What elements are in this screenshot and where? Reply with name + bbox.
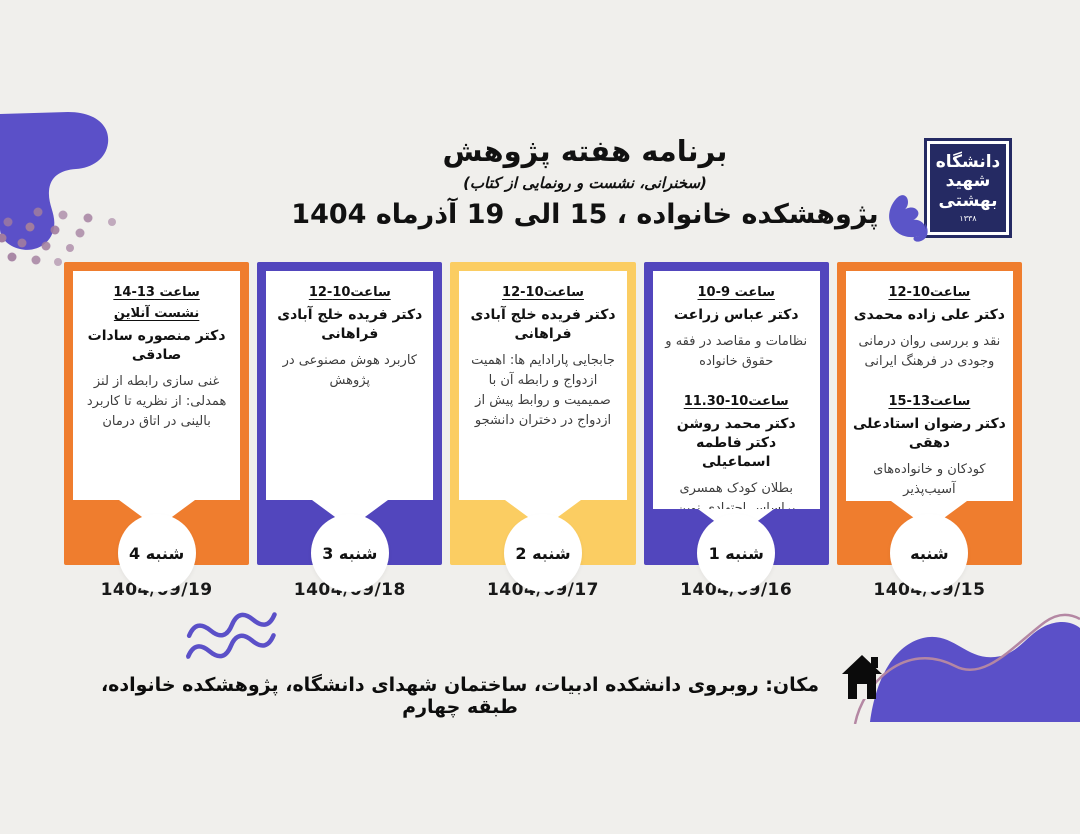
- poster-header: برنامه هفته پژوهش (سخنرانی، نشست و رونما…: [90, 134, 1080, 230]
- university-seal: دانشگاه شهید بهشتی ۱۳۳۸: [930, 144, 1006, 232]
- schedule-card-1404/09/15: ساعت10-12 دکتر علی زاده محمدی نقد و بررسی …: [836, 262, 1022, 600]
- session-mode: نشست آنلاین: [113, 306, 200, 321]
- location-text: مکان: روبروی دانشکده ادبیات، ساختمان شهد…: [100, 674, 820, 718]
- session-time: ساعت10-12: [888, 285, 971, 300]
- session: ساعت10-11.30 دکتر محمد روشن دکتر فاطمه اسم…: [660, 394, 813, 509]
- session: ساعت10-12 دکتر فریده خلج آبادی فراهانی کار…: [273, 285, 426, 391]
- session-topic: کودکان و خانواده‌های آسیب‌پذیر: [873, 461, 986, 498]
- day-label: 1 شنبه: [708, 543, 764, 563]
- session-topic: نظامات و مقاصد در فقه و حقوق خانواده: [665, 333, 808, 370]
- session-topic: غنی سازی رابطه از لنز همدلی: از نظریه تا…: [86, 373, 227, 430]
- wave-shape: [853, 613, 1080, 724]
- card-body: ساعت10-12 دکتر فریده خلج آبادی فراهانی کار…: [266, 271, 433, 500]
- university-logo: دانشگاه شهید بهشتی ۱۳۳۸: [924, 138, 1012, 238]
- session-time: ساعت 13-14: [113, 285, 200, 300]
- session: ساعت10-12 دکتر فریده خلج آبادی فراهانی جاب…: [466, 285, 619, 431]
- session: ساعت 9-10 دکتر عباس زراعت نظامات و مقاصد د…: [660, 285, 813, 372]
- day-label: 4 شنبه: [128, 543, 185, 563]
- day-circle: 1 شنبه: [697, 514, 776, 592]
- speaker-name: دکتر فاطمه اسماعیلی: [696, 435, 777, 470]
- page-subtitle: (سخنرانی، نشست و رونمایی از کتاب): [463, 173, 707, 192]
- session-topic: کاربرد هوش مصنوعی در پژوهش: [282, 352, 417, 388]
- university-name: دانشگاه شهید بهشتی: [935, 151, 1001, 211]
- university-founding-year: ۱۳۳۸: [959, 214, 977, 224]
- day-label: شنبه: [910, 543, 949, 563]
- card-body: ساعت10-12 دکتر فریده خلج آبادی فراهانی جاب…: [459, 271, 626, 500]
- session: ساعت13-15 دکتر رضوان استادعلی دهقی کودکان …: [853, 394, 1006, 500]
- session-time: ساعت 9-10: [697, 285, 775, 300]
- day-circle: 3 شنبه: [310, 514, 389, 592]
- session: ساعت10-12 دکتر علی زاده محمدی نقد و بررسی …: [853, 285, 1006, 372]
- page-title: برنامه هفته پژوهش: [442, 134, 728, 168]
- institute-daterange: پژوهشکده خانواده ، 15 الی 19 آذرماه 1404: [291, 198, 879, 230]
- speaker-name: دکتر منصوره سادات صادقی: [87, 328, 226, 363]
- session-topic: نقد و بررسی روان درمانی وجودی در فرهنگ ا…: [858, 333, 1001, 370]
- schedule-cards-row: ساعت10-12 دکتر علی زاده محمدی نقد و بررسی …: [63, 262, 1022, 600]
- day-circle: 4 شنبه: [117, 514, 196, 592]
- card-body: ساعت10-12 دکتر علی زاده محمدی نقد و بررسی …: [846, 271, 1013, 501]
- squiggle-lines: [185, 612, 277, 659]
- day-circle: شنبه: [890, 514, 969, 592]
- speaker-name: دکتر رضوان استادعلی دهقی: [853, 416, 1006, 452]
- session-time: ساعت13-15: [888, 394, 971, 410]
- schedule-card-1404/09/16: ساعت 9-10 دکتر عباس زراعت نظامات و مقاصد د…: [643, 262, 829, 600]
- day-label: 2 شنبه: [515, 543, 571, 563]
- card-body: ساعت 9-10 دکتر عباس زراعت نظامات و مقاصد د…: [653, 271, 820, 509]
- speaker-name: دکتر فریده خلج آبادی فراهانی: [277, 307, 423, 342]
- day-label: 3 شنبه: [322, 543, 378, 563]
- card-body: ساعت 13-14 نشست آنلاین دکتر منصوره سادات ص…: [73, 271, 240, 500]
- session-topic: جابجایی پارادایم ها: اهمیت ازدواج و رابط…: [471, 352, 615, 429]
- session-topic: بطلان کودک همسری براساس اجتهادی نوین: [676, 480, 796, 510]
- session-time: ساعت10-12: [308, 285, 391, 300]
- home-icon: [842, 655, 882, 699]
- speaker-name: دکتر محمد روشن: [676, 416, 796, 433]
- day-circle: 2 شنبه: [503, 514, 582, 592]
- session: ساعت 13-14 نشست آنلاین دکتر منصوره سادات ص…: [80, 285, 233, 432]
- session-time: ساعت10-12: [502, 285, 584, 300]
- schedule-card-1404/09/17: ساعت10-12 دکتر فریده خلج آبادی فراهانی جاب…: [450, 262, 636, 600]
- speaker-name: دکتر فریده خلج آبادی فراهانی: [470, 307, 616, 342]
- dot-scatter-pattern: [0, 207, 116, 266]
- corner-blob-shape: [0, 112, 109, 250]
- speaker-name: دکتر علی زاده محمدی: [853, 307, 1005, 323]
- hand-icon: [889, 195, 928, 242]
- speaker-name: دکتر عباس زراعت: [673, 307, 799, 323]
- schedule-card-1404/09/19: ساعت 13-14 نشست آنلاین دکتر منصوره سادات ص…: [63, 262, 250, 600]
- schedule-card-1404/09/18: ساعت10-12 دکتر فریده خلج آبادی فراهانی کار…: [257, 262, 443, 600]
- session-time: ساعت10-11.30: [683, 394, 789, 410]
